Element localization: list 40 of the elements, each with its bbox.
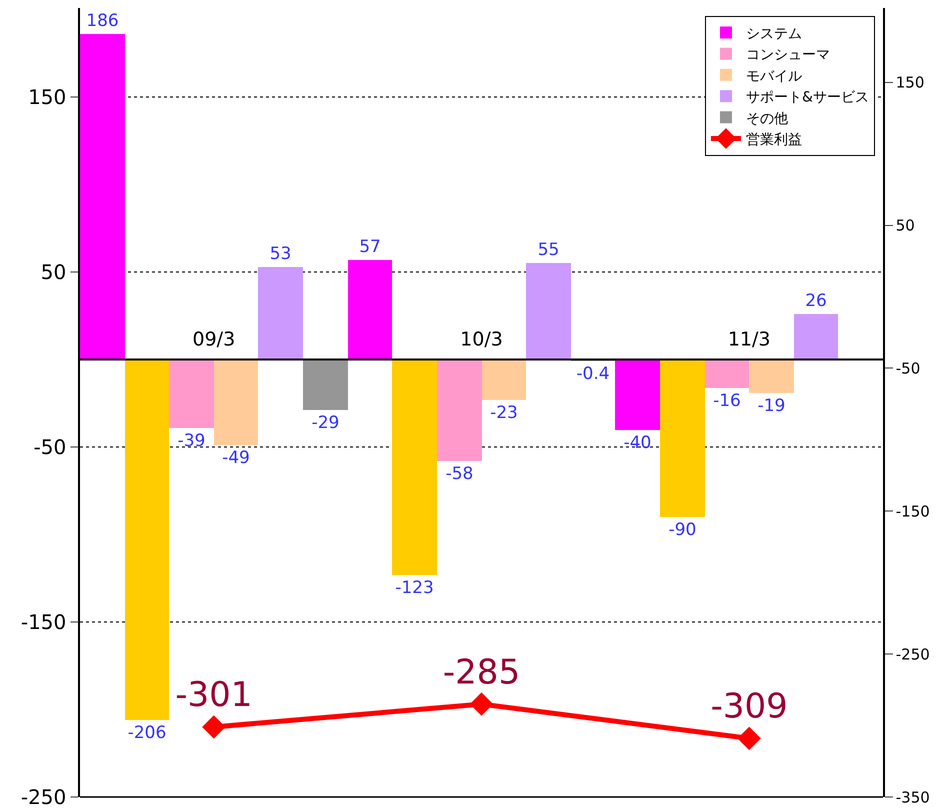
data-label: -285 <box>442 652 520 692</box>
y-tick-label: 150 <box>28 85 66 110</box>
data-label: -49 <box>222 448 250 468</box>
data-label: -58 <box>446 464 474 484</box>
data-label: -206 <box>128 723 166 743</box>
data-label: -23 <box>490 403 518 423</box>
data-label: -19 <box>758 396 786 416</box>
y-tick-label: -150 <box>20 610 66 634</box>
legend-label: システム <box>746 26 802 42</box>
data-label: -16 <box>713 391 741 411</box>
y-tick-label: -250 <box>20 785 66 809</box>
legend-label: サポート&サービス <box>746 90 869 106</box>
y2-tick-label: -250 <box>896 645 930 664</box>
data-label: 57 <box>359 237 381 257</box>
data-label: -29 <box>312 413 340 433</box>
data-label: -309 <box>710 686 788 727</box>
y2-tick-label: -50 <box>896 359 920 378</box>
data-label: 26 <box>805 291 827 311</box>
data-label: -90 <box>668 520 696 540</box>
legend-label: コンシューマ <box>746 47 830 64</box>
data-label: -301 <box>175 675 252 716</box>
y2-tick-label: -150 <box>896 502 930 520</box>
y-tick-label: -50 <box>34 435 66 460</box>
x-tick-label: 09/3 <box>192 328 236 350</box>
legend-label: 営業利益 <box>746 132 802 148</box>
data-label: 53 <box>270 244 292 264</box>
legend-label: モバイル <box>746 68 802 84</box>
x-tick-label: 11/3 <box>728 328 771 350</box>
data-label: 55 <box>538 240 560 260</box>
y2-tick-label: -350 <box>896 788 930 806</box>
y-tick-label: 50 <box>40 260 66 284</box>
data-label: -39 <box>178 431 206 451</box>
data-label: -123 <box>395 578 434 598</box>
x-tick-label: 10/3 <box>460 328 503 350</box>
legend-label: その他 <box>746 110 788 127</box>
data-label: -0.4 <box>576 364 610 384</box>
data-label: -40 <box>624 433 652 453</box>
y2-tick-label: 150 <box>896 74 924 92</box>
y2-tick-label: 50 <box>896 216 915 235</box>
data-label: 186 <box>86 11 119 31</box>
